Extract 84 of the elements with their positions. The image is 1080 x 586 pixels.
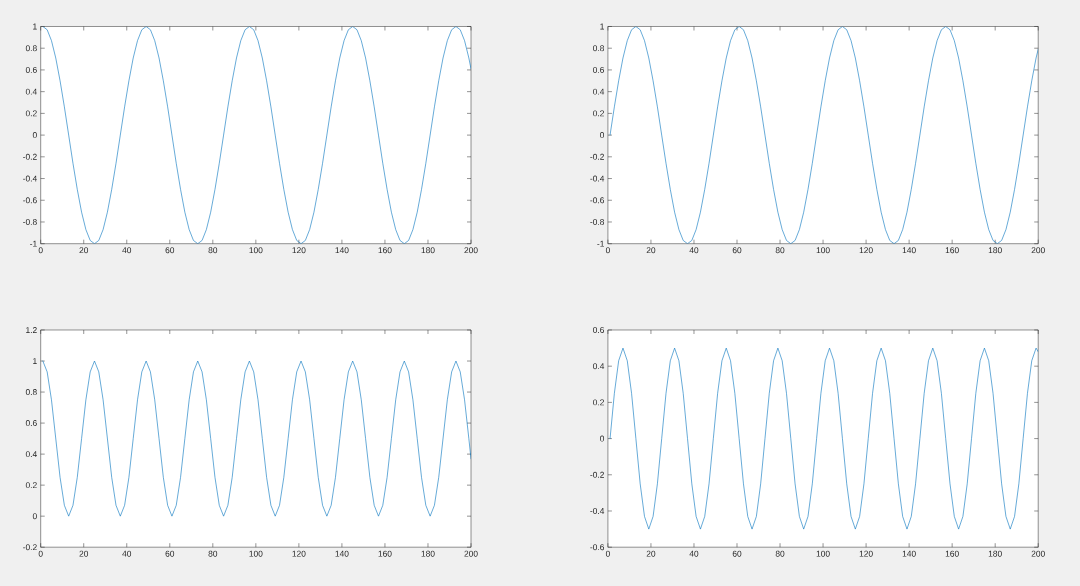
y-tick-label: -0.2 — [23, 544, 37, 551]
x-tick-label: 120 — [292, 247, 306, 254]
y-tick-label: 0.6 — [593, 66, 605, 73]
x-tick-label: 0 — [38, 550, 43, 557]
x-tick-label: 120 — [292, 550, 306, 557]
y-tick-label: 0.8 — [25, 45, 37, 52]
x-tick-label: 60 — [165, 550, 175, 557]
y-tick-label: 0.2 — [593, 399, 604, 406]
x-tick-label: 80 — [775, 247, 785, 254]
x-tick-label: 140 — [335, 550, 349, 557]
y-tick-label: -0.2 — [590, 153, 604, 160]
x-tick-label: 0 — [605, 550, 610, 557]
y-tick-label: 1 — [33, 23, 37, 30]
x-tick-label: 200 — [1031, 247, 1045, 254]
x-tick-label: 80 — [208, 247, 218, 254]
x-tick-label: 60 — [732, 550, 742, 557]
y-tick-label: 0.4 — [593, 363, 605, 370]
x-tick-label: 20 — [646, 247, 656, 254]
x-tick-label: 140 — [902, 247, 916, 254]
x-tick-label: 0 — [38, 247, 43, 254]
y-tick-label: -0.6 — [590, 197, 605, 204]
y-tick-label: -1 — [597, 240, 604, 247]
x-tick-label: 180 — [988, 550, 1002, 557]
y-tick-label: 0 — [600, 435, 605, 442]
x-tick-label: 100 — [816, 247, 830, 254]
y-tick-label: 0.8 — [593, 45, 605, 52]
y-tick-label: -0.6 — [23, 197, 37, 204]
x-tick-label: 180 — [421, 247, 435, 254]
y-tick-label: 0 — [32, 132, 37, 139]
x-tick-label: 100 — [249, 247, 263, 254]
y-tick-label: 0.6 — [25, 420, 37, 427]
x-tick-label: 40 — [689, 247, 699, 254]
line-series — [609, 26, 1039, 244]
y-tick-label: -0.4 — [590, 508, 605, 514]
x-tick-label: 60 — [165, 247, 175, 254]
x-tick-label: 120 — [859, 247, 873, 254]
x-tick-label: 20 — [79, 247, 89, 254]
x-tick-label: 0 — [605, 247, 610, 254]
x-tick-label: 140 — [335, 247, 349, 254]
x-tick-label: 60 — [732, 247, 742, 254]
y-tick-label: 0.2 — [25, 482, 37, 489]
x-tick-label: 180 — [988, 247, 1002, 254]
y-tick-label: 0.2 — [25, 110, 37, 117]
x-tick-label: 20 — [646, 550, 656, 557]
x-tick-label: 160 — [378, 247, 392, 254]
y-tick-label: -0.6 — [590, 544, 605, 551]
x-tick-label: 200 — [464, 247, 478, 254]
y-tick-label: -1 — [30, 240, 37, 247]
x-tick-label: 160 — [945, 550, 959, 557]
y-tick-label: 0.4 — [25, 451, 37, 458]
y-tick-label: -0.4 — [590, 175, 605, 182]
y-tick-label: 0.8 — [25, 389, 37, 396]
line-series — [42, 26, 471, 244]
x-tick-label: 40 — [689, 550, 699, 557]
y-tick-label: -0.4 — [23, 175, 37, 182]
x-tick-label: 200 — [1031, 550, 1045, 557]
y-tick-label: 0.6 — [593, 327, 605, 333]
x-tick-label: 160 — [378, 550, 392, 557]
x-tick-label: 80 — [208, 550, 218, 557]
x-tick-label: 100 — [249, 550, 263, 557]
y-tick-label: 1 — [33, 358, 37, 364]
x-tick-label: 80 — [775, 550, 785, 557]
y-tick-label: -0.2 — [23, 153, 37, 160]
y-tick-label: 0 — [32, 513, 37, 520]
y-tick-label: 0.4 — [593, 88, 605, 95]
x-tick-label: 120 — [859, 550, 873, 557]
line-series — [609, 347, 1039, 530]
x-tick-label: 140 — [902, 550, 916, 557]
y-tick-label: 1 — [600, 23, 604, 30]
x-tick-label: 160 — [945, 247, 959, 254]
x-tick-label: 180 — [421, 550, 435, 557]
x-tick-label: 200 — [464, 550, 478, 557]
y-tick-label: -0.8 — [590, 218, 605, 225]
y-tick-label: 0.4 — [25, 88, 37, 95]
y-tick-label: 0.6 — [25, 66, 37, 73]
x-tick-label: 40 — [122, 247, 132, 254]
y-tick-label: -0.2 — [590, 471, 604, 478]
x-tick-label: 40 — [122, 550, 132, 557]
y-tick-label: 1.2 — [26, 327, 37, 333]
x-tick-label: 100 — [816, 550, 830, 557]
x-tick-label: 20 — [79, 550, 89, 557]
y-tick-label: 0.2 — [593, 110, 604, 117]
y-tick-label: -0.8 — [23, 218, 37, 225]
y-tick-label: 0 — [600, 132, 605, 139]
